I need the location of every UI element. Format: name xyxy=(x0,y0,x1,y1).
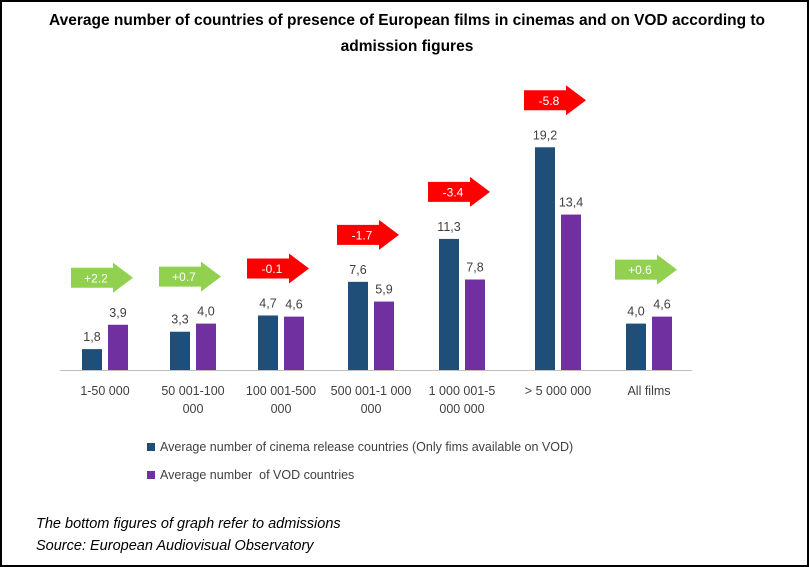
data-label-vod-5: 13,4 xyxy=(559,196,583,210)
category-label-4-line2: 000 000 xyxy=(439,402,484,416)
data-label-vod-6: 4,6 xyxy=(653,298,670,312)
bar-cinema-1 xyxy=(170,331,190,370)
difference-arrow-1 xyxy=(159,261,221,292)
bar-cinema-3 xyxy=(348,281,368,370)
data-label-vod-0: 3,9 xyxy=(109,306,126,320)
data-label-cinema-2: 4,7 xyxy=(259,296,276,310)
bar-vod-3 xyxy=(374,301,394,370)
category-label-3-line2: 000 xyxy=(361,402,382,416)
data-label-vod-2: 4,6 xyxy=(285,298,302,312)
data-label-vod-3: 5,9 xyxy=(375,283,392,297)
difference-label-2: -0.1 xyxy=(262,262,283,276)
chart-title: Average number of countries of presence … xyxy=(48,12,765,55)
data-label-cinema-6: 4,0 xyxy=(627,305,644,319)
bar-cinema-0 xyxy=(82,349,102,370)
bar-vod-5 xyxy=(561,214,581,370)
legend-label-cinema: Average number of cinema release countri… xyxy=(160,440,574,454)
data-label-vod-4: 7,8 xyxy=(466,261,483,275)
bar-chart: 1,8 3,9 1-50 000 +2.2 3,3 4,0 50 001-100 000 +0.… xyxy=(60,85,692,416)
difference-arrow-4 xyxy=(428,176,490,207)
legend: Average number of cinema release countri… xyxy=(147,433,573,489)
bar-cinema-6 xyxy=(626,323,646,370)
category-label-4: 1 000 001-5 xyxy=(429,384,496,398)
legend-item-cinema: Average number of cinema release countri… xyxy=(147,433,573,461)
category-label-2: 100 001-500 xyxy=(246,384,316,398)
bar-cinema-4 xyxy=(439,238,459,370)
difference-arrow-6 xyxy=(615,254,677,285)
category-label-0: 1-50 000 xyxy=(80,384,129,398)
footnote-source: Source: European Audiovisual Observatory xyxy=(36,538,314,554)
category-label-3: 500 001-1 000 xyxy=(331,384,412,398)
category-label-2-line2: 000 xyxy=(271,402,292,416)
footnote-admissions: The bottom figures of graph refer to adm… xyxy=(36,516,341,532)
data-label-cinema-5: 19,2 xyxy=(533,128,557,142)
difference-arrow-2 xyxy=(247,253,309,284)
legend-swatch-vod xyxy=(147,471,155,479)
legend-item-vod: Average number of VOD countries xyxy=(147,461,573,489)
difference-arrow-0 xyxy=(71,262,133,293)
category-label-6: All films xyxy=(627,384,670,398)
difference-label-5: -5.8 xyxy=(539,94,560,108)
data-label-cinema-0: 1,8 xyxy=(83,330,100,344)
data-label-vod-1: 4,0 xyxy=(197,305,214,319)
bar-vod-6 xyxy=(652,316,672,370)
data-label-cinema-1: 3,3 xyxy=(171,313,188,327)
difference-label-1: +0.7 xyxy=(172,270,196,284)
difference-label-6: +0.6 xyxy=(628,263,652,277)
difference-label-0: +2.2 xyxy=(84,271,108,285)
category-label-1-line2: 000 xyxy=(183,402,204,416)
bar-vod-1 xyxy=(196,323,216,370)
difference-label-3: -1.7 xyxy=(352,228,373,242)
bar-vod-4 xyxy=(465,279,485,370)
legend-label-vod: Average number of VOD countries xyxy=(160,468,355,482)
legend-swatch-cinema xyxy=(147,443,155,451)
difference-arrow-3 xyxy=(337,219,399,250)
bar-cinema-5 xyxy=(535,147,555,370)
bar-vod-0 xyxy=(108,324,128,370)
bar-cinema-2 xyxy=(258,315,278,370)
footnotes: The bottom figures of graph refer to adm… xyxy=(36,513,341,557)
data-label-cinema-4: 11,3 xyxy=(437,220,460,234)
data-label-cinema-3: 7,6 xyxy=(349,263,366,277)
bar-vod-2 xyxy=(284,316,304,370)
category-label-5: > 5 000 000 xyxy=(525,384,591,398)
difference-arrow-5 xyxy=(524,85,586,116)
difference-label-4: -3.4 xyxy=(443,185,464,199)
category-label-1: 50 001-100 xyxy=(161,384,224,398)
